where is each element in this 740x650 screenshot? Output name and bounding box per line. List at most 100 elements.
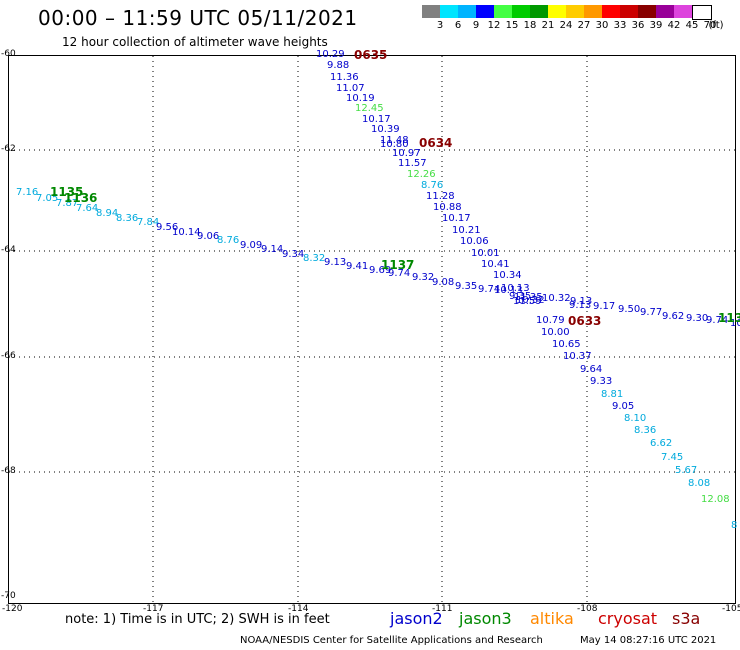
s3a-observation: 6.62 <box>650 438 673 449</box>
s3a-observation: 11.36 <box>330 72 359 83</box>
legend-label: 27 <box>577 20 591 31</box>
s3a-observation: 12.45 <box>355 103 384 114</box>
s3a-observation: 8 <box>731 520 738 531</box>
latitude-label: -68 <box>1 466 16 476</box>
jason3-observation: 9.17 <box>593 301 616 312</box>
legend-swatch <box>638 5 656 18</box>
s3a-observation: 10.80 <box>380 139 409 150</box>
jason3-observation: 8.32 <box>303 253 326 264</box>
legend-label: 18 <box>523 20 537 31</box>
legend-label: 33 <box>613 20 627 31</box>
jason3-observation: 7.87 <box>56 198 79 209</box>
s3a-observation: 8.76 <box>421 180 444 191</box>
s3a-observation: 10.39 <box>371 124 400 135</box>
map-frame <box>8 55 736 604</box>
s3a-observation: 8.10 <box>624 413 647 424</box>
longitude-label: -111 <box>432 604 453 614</box>
s3a-observation: 9.13 <box>570 296 593 307</box>
s3a-observation: 12.26 <box>407 169 436 180</box>
latitude-label: -66 <box>1 351 16 361</box>
jason3-observation: 9.74 <box>388 268 411 279</box>
jason3-observation: 9.30 <box>686 313 709 324</box>
legend-label: 45 <box>685 20 699 31</box>
s3a-observation: 10.13 <box>501 283 530 294</box>
satellite-s3a-label: s3a <box>672 609 701 628</box>
s3a-observation: 10.79 <box>536 315 565 326</box>
jason3-observation: 8.76 <box>217 235 240 246</box>
jason3-observation: 9.62 <box>662 311 685 322</box>
s3a-observation: 9.33 <box>590 376 613 387</box>
jason3-observation: 9.32 <box>412 272 435 283</box>
longitude-label: -117 <box>143 604 164 614</box>
s3a-observation: 7.45 <box>661 452 684 463</box>
pass-time-label: 1137 <box>718 311 740 325</box>
legend-label: 24 <box>559 20 573 31</box>
longitude-label: -120 <box>2 604 23 614</box>
legend-swatch <box>602 5 620 18</box>
s3a-observation: 11.28 <box>426 191 455 202</box>
legend-swatch <box>692 5 712 20</box>
s3a-observation: 10.41 <box>481 259 510 270</box>
jason3-observation: 9.74 <box>478 284 501 295</box>
pass-time-label: 0633 <box>568 314 602 328</box>
s3a-observation: 10.29 <box>316 49 345 60</box>
s3a-observation: 10.88 <box>433 202 462 213</box>
s3a-observation: 10.32 <box>542 293 571 304</box>
legend-swatch <box>530 5 548 18</box>
s3a-observation: 10.06 <box>460 236 489 247</box>
s3a-observation: 9.05 <box>612 401 635 412</box>
legend-swatch <box>494 5 512 18</box>
latitude-label: -60 <box>1 49 16 59</box>
legend-swatch <box>620 5 638 18</box>
latitude-label: -64 <box>1 245 16 255</box>
jason3-observation: 9.08 <box>432 277 455 288</box>
legend-swatch <box>458 5 476 18</box>
jason3-observation: 10.14 <box>172 227 201 238</box>
s3a-observation: 11.35 <box>514 292 543 303</box>
longitude-label: -114 <box>288 604 309 614</box>
satellite-altika-label: altika <box>530 609 574 628</box>
s3a-observation: 11.59 <box>513 296 542 307</box>
legend-label: 42 <box>667 20 681 31</box>
s3a-observation: 10.01 <box>471 248 500 259</box>
legend-swatch <box>674 5 692 18</box>
s3a-observation: 10.00 <box>541 327 570 338</box>
map-subtitle: 12 hour collection of altimeter wave hei… <box>62 35 328 49</box>
legend-unit: (ft) <box>708 20 724 31</box>
s3a-observation: 10.65 <box>552 339 581 350</box>
legend-swatch <box>476 5 494 18</box>
s3a-observation: 10.17 <box>442 213 471 224</box>
map-title: 00:00 – 11:59 UTC 05/11/2021 <box>38 6 358 30</box>
s3a-observation: 11.07 <box>336 83 365 94</box>
s3a-observation: 11.57 <box>398 158 427 169</box>
legend-label: 70 <box>703 20 717 31</box>
legend-label: 36 <box>631 20 645 31</box>
jason3-observation: 7.05 <box>36 193 59 204</box>
legend-label: 6 <box>454 20 462 31</box>
s3a-observation: 10.97 <box>392 148 421 159</box>
jason3-observation: 10.13 <box>494 285 523 296</box>
jason3-observation: 7.64 <box>76 203 99 214</box>
jason3-observation: 9.74 <box>706 315 729 326</box>
legend-label: 9 <box>472 20 480 31</box>
pass-time-label: 0634 <box>419 136 453 150</box>
jason3-observation: 8.94 <box>96 208 119 219</box>
footer-note: note: 1) Time is in UTC; 2) SWH is in fe… <box>65 612 330 627</box>
jason3-observation: 10 <box>730 318 740 329</box>
pass-time-label: 1137 <box>381 258 415 272</box>
s3a-observation: 8.36 <box>634 425 657 436</box>
legend-swatch <box>422 5 440 18</box>
legend-label: 39 <box>649 20 663 31</box>
legend-swatch <box>584 5 602 18</box>
credit-line: NOAA/NESDIS Center for Satellite Applica… <box>240 635 543 646</box>
legend-swatch <box>566 5 584 18</box>
s3a-observation: 10.17 <box>362 114 391 125</box>
jason3-observation: 9.14 <box>261 244 284 255</box>
s3a-observation: 9.88 <box>327 60 350 71</box>
jason3-observation: 8.36 <box>116 213 139 224</box>
timestamp: May 14 08:27:16 UTC 2021 <box>580 635 717 646</box>
jason3-observation: 9.35 <box>509 291 532 302</box>
s3a-observation: 10.34 <box>493 270 522 281</box>
satellite-jason2-label: jason2 <box>390 609 443 628</box>
